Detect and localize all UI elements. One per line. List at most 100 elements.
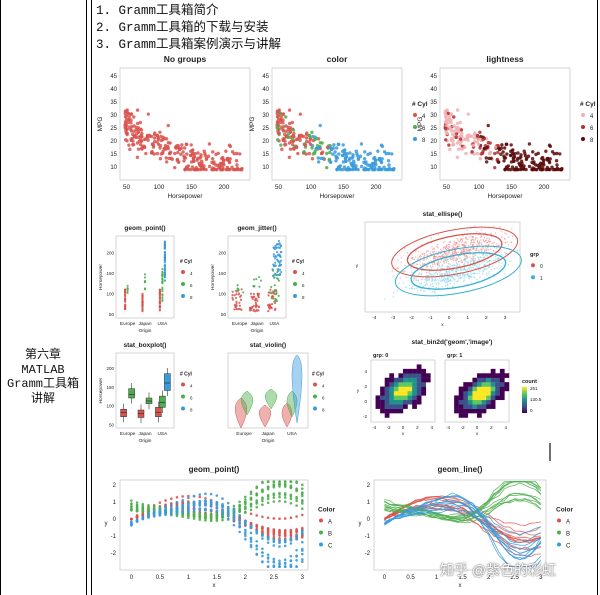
legend-marker	[181, 382, 185, 387]
legend-entry: 8	[190, 295, 193, 300]
data-point	[489, 260, 491, 262]
data-point	[461, 259, 463, 261]
data-point	[161, 275, 164, 278]
x-axis-label: Origin	[139, 328, 152, 334]
data-point	[476, 278, 478, 281]
data-point	[471, 244, 474, 247]
heat-cell	[467, 386, 473, 392]
data-point	[277, 279, 281, 282]
data-point	[464, 151, 468, 156]
data-point	[443, 262, 446, 264]
data-point	[442, 255, 445, 258]
data-point	[204, 496, 207, 500]
data-point	[234, 305, 237, 309]
data-point	[391, 270, 393, 272]
data-point	[163, 240, 166, 244]
heat-cell	[412, 377, 417, 383]
y-tick-label: -1	[365, 534, 371, 540]
data-point	[173, 165, 177, 170]
data-point	[249, 536, 253, 540]
data-point	[141, 304, 144, 308]
data-point	[198, 518, 202, 521]
data-point	[444, 258, 446, 261]
data-point	[452, 246, 455, 248]
data-point	[452, 265, 454, 267]
heat-cell	[486, 382, 491, 387]
heat-cell	[393, 391, 399, 396]
data-point	[244, 501, 247, 504]
data-point	[283, 530, 287, 533]
heat-cell	[490, 386, 496, 392]
data-point	[429, 272, 432, 275]
data-point	[479, 256, 481, 259]
data-point	[238, 507, 241, 510]
data-point	[463, 275, 465, 277]
data-point	[129, 138, 133, 143]
data-point	[477, 263, 479, 265]
data-point	[469, 273, 471, 276]
heat-cell	[384, 386, 390, 392]
data-point	[545, 165, 549, 170]
data-point	[429, 252, 431, 255]
data-point	[124, 138, 128, 142]
data-point	[138, 120, 143, 125]
violin	[286, 390, 298, 418]
data-point	[161, 135, 165, 139]
data-point	[414, 256, 417, 258]
box	[164, 373, 171, 391]
data-point	[420, 243, 423, 246]
data-point	[498, 251, 500, 253]
heat-cell	[384, 391, 390, 396]
data-point	[276, 126, 280, 131]
data-point	[161, 296, 164, 299]
data-point	[226, 511, 230, 515]
data-point	[327, 157, 332, 162]
x-tick-label: -4	[372, 315, 377, 321]
data-point	[204, 501, 207, 505]
y-tick-label: 50	[109, 312, 115, 317]
legend-marker	[181, 394, 185, 399]
heat-cell	[425, 373, 431, 378]
data-point	[464, 260, 467, 263]
legend-entry: C	[328, 544, 333, 550]
x-tick-label: 200	[219, 184, 230, 191]
data-point	[158, 295, 161, 298]
heat-cell	[490, 373, 496, 378]
data-point	[244, 519, 247, 523]
data-point	[457, 251, 460, 253]
data-point	[454, 259, 456, 261]
data-point	[465, 257, 467, 260]
data-point	[198, 515, 202, 519]
data-point	[209, 513, 213, 516]
data-point	[276, 114, 281, 118]
data-point	[356, 167, 360, 172]
data-point	[485, 259, 487, 262]
data-point	[308, 137, 313, 142]
data-point	[274, 244, 277, 247]
data-point	[127, 143, 131, 147]
data-point	[481, 137, 485, 142]
data-point	[474, 225, 476, 227]
legend-marker	[531, 263, 535, 268]
data-point	[505, 233, 508, 235]
data-point	[278, 559, 281, 562]
data-point	[464, 259, 466, 261]
heat-cell	[389, 386, 395, 392]
box	[128, 388, 135, 399]
data-point	[437, 287, 440, 289]
data-point	[437, 253, 439, 256]
data-point	[130, 509, 133, 512]
y-tick-label: 4	[364, 369, 367, 374]
x-tick-label: 0	[448, 315, 451, 321]
data-point	[191, 156, 196, 161]
data-point	[474, 253, 476, 255]
data-point	[433, 291, 436, 293]
data-point	[132, 129, 136, 133]
heat-cell	[454, 395, 459, 401]
data-point	[289, 542, 293, 545]
data-point	[289, 533, 293, 537]
data-point	[283, 517, 287, 520]
data-point	[277, 131, 281, 135]
data-point	[301, 492, 304, 495]
